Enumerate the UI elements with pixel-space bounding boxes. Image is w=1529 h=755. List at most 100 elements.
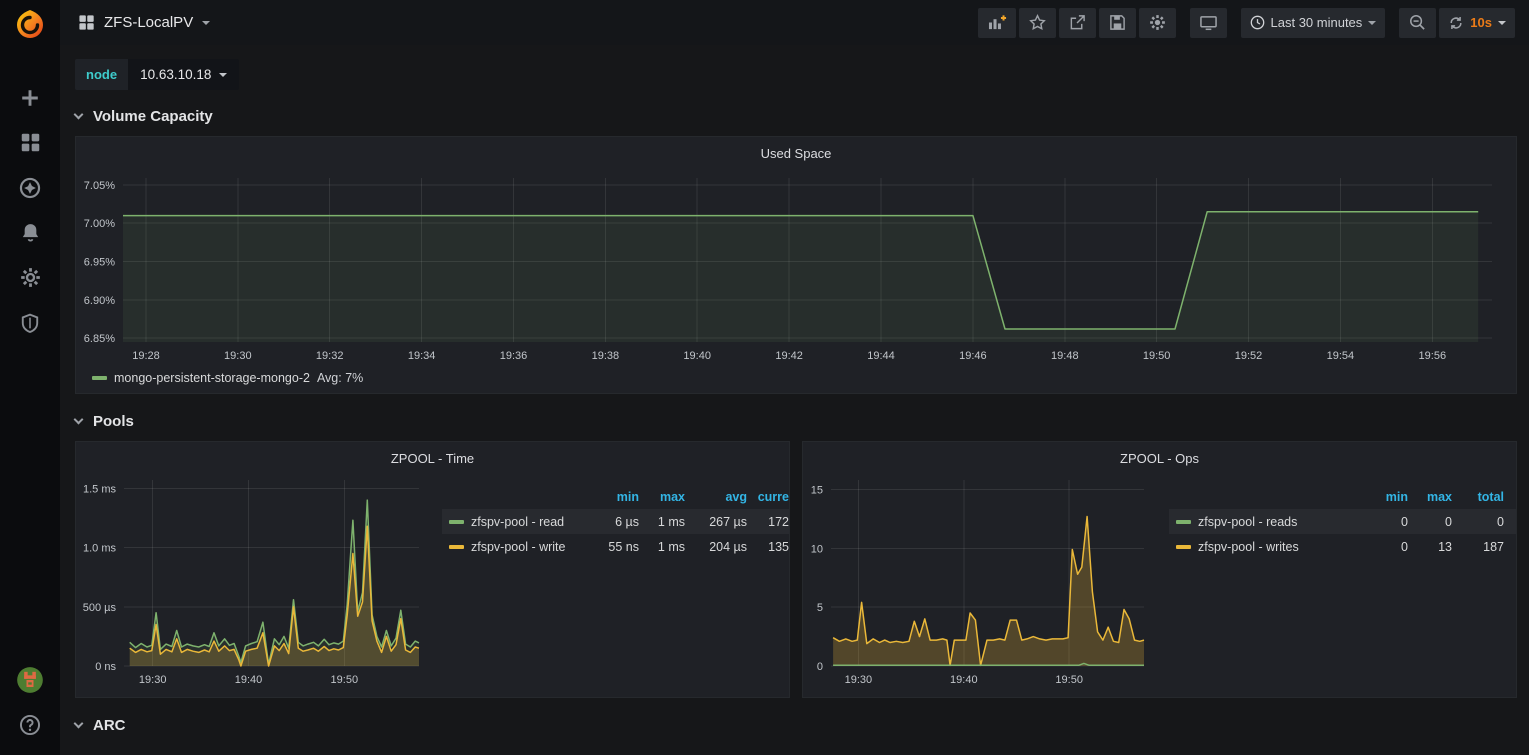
alerting-bell-icon <box>20 222 41 243</box>
legend-value: 1 ms <box>639 540 685 554</box>
svg-text:19:52: 19:52 <box>1235 350 1263 362</box>
section-arc[interactable]: ARC <box>75 711 1517 739</box>
legend-series-name[interactable]: mongo-persistent-storage-mongo-2 <box>114 371 310 385</box>
time-range-picker[interactable]: Last 30 minutes <box>1241 8 1386 38</box>
sidebar-item-explore[interactable] <box>0 165 60 210</box>
time-range-label: Last 30 minutes <box>1271 15 1363 30</box>
legend-series-name[interactable]: zfspv-pool - read <box>471 515 564 529</box>
legend-col-max[interactable]: max <box>639 490 685 504</box>
chevron-down-icon <box>1368 21 1376 25</box>
svg-text:19:34: 19:34 <box>408 350 436 362</box>
series-color-dash <box>92 376 107 380</box>
dashboards-grid-icon <box>20 132 41 153</box>
legend-col-max[interactable]: max <box>1408 490 1452 504</box>
legend-value: 6 µs <box>587 515 639 529</box>
grafana-app: ZFS-LocalPV <box>0 0 1529 755</box>
legend-value: 13 <box>1408 540 1452 554</box>
settings-gear-icon <box>1149 14 1166 31</box>
zoom-out-button[interactable] <box>1399 8 1436 38</box>
navbar-actions: Last 30 minutes 10s <box>975 8 1515 38</box>
svg-text:15: 15 <box>811 484 823 496</box>
section-volume-capacity[interactable]: Volume Capacity <box>75 102 1517 130</box>
svg-text:7.05%: 7.05% <box>84 180 115 192</box>
legend-avg-value: Avg: 7% <box>317 371 363 385</box>
grafana-logo[interactable] <box>14 8 46 43</box>
zpool-ops-panel-title[interactable]: ZPOOL - Ops <box>803 442 1516 474</box>
svg-text:19:40: 19:40 <box>950 674 978 686</box>
share-icon <box>1069 14 1086 31</box>
legend-series-name[interactable]: zfspv-pool - reads <box>1198 515 1297 529</box>
section-title: Pools <box>93 413 134 430</box>
zpool-ops-panel: ZPOOL - Ops 05101519:3019:4019:50 min ma… <box>802 441 1517 698</box>
star-button[interactable] <box>1019 8 1056 38</box>
main-area: ZFS-LocalPV <box>60 0 1529 755</box>
legend-col-current[interactable]: curre <box>747 490 789 504</box>
legend-series-name[interactable]: zfspv-pool - write <box>471 540 565 554</box>
svg-text:19:54: 19:54 <box>1327 350 1355 362</box>
explore-compass-icon <box>19 177 41 199</box>
refresh-icon <box>1448 15 1464 31</box>
sidebar-item-configuration[interactable] <box>0 255 60 300</box>
series-color-dash <box>449 520 464 524</box>
svg-text:19:48: 19:48 <box>1051 350 1079 362</box>
used-space-legend: mongo-persistent-storage-mongo-2 Avg: 7% <box>92 371 1516 385</box>
svg-text:19:38: 19:38 <box>592 350 620 362</box>
svg-text:19:28: 19:28 <box>132 350 160 362</box>
svg-text:19:32: 19:32 <box>316 350 344 362</box>
variable-label: node <box>75 59 128 90</box>
sidebar-item-create[interactable] <box>0 75 60 120</box>
series-color-dash <box>1176 520 1191 524</box>
chevron-down-icon <box>219 73 227 77</box>
zoom-out-icon <box>1409 14 1426 31</box>
svg-text:19:36: 19:36 <box>500 350 528 362</box>
chevron-down-icon <box>1498 21 1506 25</box>
add-panel-button[interactable] <box>978 8 1016 38</box>
sidebar-menu <box>0 75 60 345</box>
legend-value: 55 ns <box>587 540 639 554</box>
svg-text:6.90%: 6.90% <box>84 295 115 307</box>
legend-col-min[interactable]: min <box>1362 490 1408 504</box>
user-avatar[interactable] <box>0 657 60 702</box>
save-icon <box>1109 14 1126 31</box>
legend-col-total[interactable]: total <box>1452 490 1504 504</box>
template-variables-row: node 10.63.10.18 <box>75 59 1517 90</box>
svg-text:19:30: 19:30 <box>845 674 873 686</box>
legend-col-min[interactable]: min <box>587 490 639 504</box>
svg-text:19:30: 19:30 <box>224 350 252 362</box>
legend-row-read: zfspv-pool - read 6 µs 1 ms 267 µs 172 <box>442 509 789 534</box>
zpool-time-chart[interactable]: 0 ns500 µs1.0 ms1.5 ms19:3019:4019:50 <box>76 474 444 696</box>
svg-text:19:44: 19:44 <box>867 350 895 362</box>
used-space-panel-title[interactable]: Used Space <box>76 137 1516 169</box>
sidebar-item-server-admin[interactable] <box>0 300 60 345</box>
section-pools[interactable]: Pools <box>75 407 1517 435</box>
share-button[interactable] <box>1059 8 1096 38</box>
svg-text:19:42: 19:42 <box>775 350 803 362</box>
zpool-ops-chart[interactable]: 05101519:3019:4019:50 <box>803 474 1171 696</box>
used-space-chart[interactable]: 6.85%6.90%6.95%7.00%7.05%19:2819:3019:32… <box>76 169 1516 369</box>
server-admin-shield-icon <box>20 313 40 333</box>
sidebar-item-alerting[interactable] <box>0 210 60 255</box>
cycle-view-button[interactable] <box>1190 8 1227 38</box>
svg-text:10: 10 <box>811 543 823 555</box>
svg-text:5: 5 <box>817 602 823 614</box>
chevron-down-icon <box>74 718 84 728</box>
legend-header-row: min max avg curre <box>442 484 789 509</box>
dashboard-content: node 10.63.10.18 Volume Capacity Used Sp… <box>60 45 1529 745</box>
sidebar-bottom <box>0 657 60 755</box>
legend-value: 0 <box>1362 540 1408 554</box>
zpool-time-panel-title[interactable]: ZPOOL - Time <box>76 442 789 474</box>
help-button[interactable] <box>0 702 60 747</box>
used-space-panel: Used Space 6.85%6.90%6.95%7.00%7.05%19:2… <box>75 136 1517 394</box>
dashboard-settings-button[interactable] <box>1139 8 1176 38</box>
node-variable-select[interactable]: 10.63.10.18 <box>128 59 239 90</box>
cycle-view-monitor-icon <box>1199 14 1218 31</box>
refresh-button[interactable] <box>1448 15 1464 31</box>
sidebar-item-dashboards[interactable] <box>0 120 60 165</box>
legend-row-writes: zfspv-pool - writes 0 13 187 <box>1169 534 1516 559</box>
refresh-interval-select[interactable]: 10s <box>1470 15 1492 30</box>
series-color-dash <box>449 545 464 549</box>
dashboard-title-menu[interactable]: ZFS-LocalPV <box>78 14 210 31</box>
legend-col-avg[interactable]: avg <box>685 490 747 504</box>
save-button[interactable] <box>1099 8 1136 38</box>
legend-series-name[interactable]: zfspv-pool - writes <box>1198 540 1299 554</box>
